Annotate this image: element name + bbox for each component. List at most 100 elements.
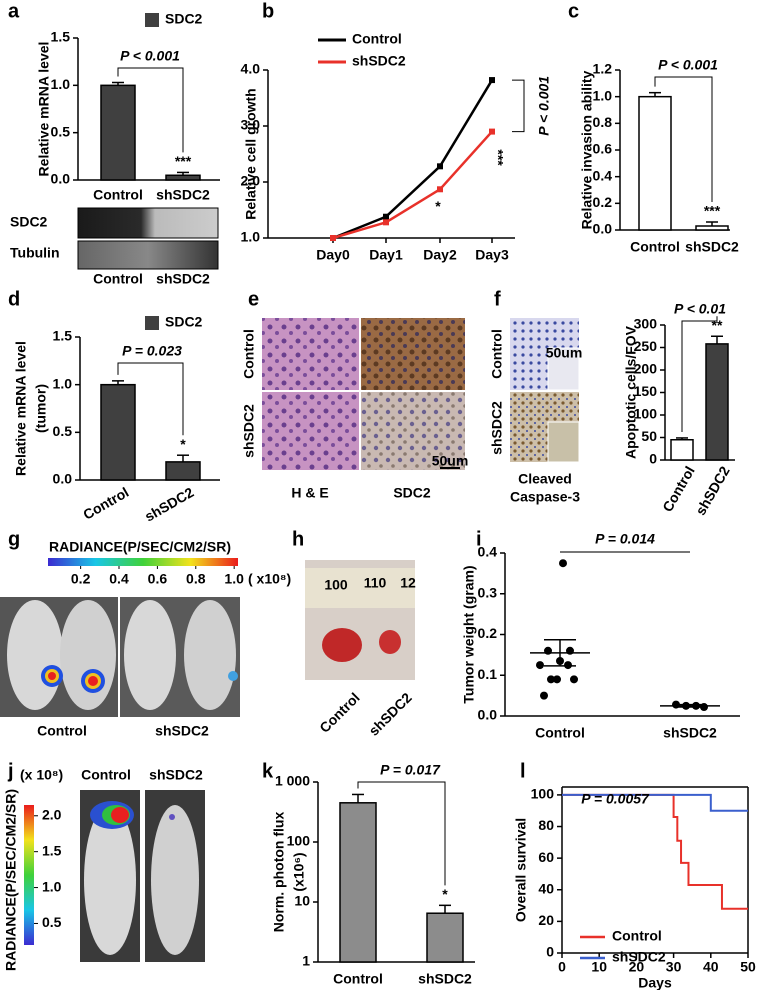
- mouse: [184, 600, 236, 710]
- bracket: [117, 362, 184, 436]
- y-tick-label: 300: [634, 316, 658, 332]
- panel-letter: i: [476, 528, 482, 550]
- y-tick-label: 0.6: [593, 141, 613, 157]
- colorbar-tick-label: 1.0: [224, 571, 244, 587]
- row-label: Control: [489, 329, 505, 379]
- x-tick-label: 10: [591, 959, 607, 975]
- y-axis-label: Relative mRNA level: [36, 42, 52, 177]
- x-tick-label: Day2: [423, 247, 457, 263]
- ruler-label: 12: [400, 575, 416, 591]
- bar: [426, 912, 464, 963]
- legend-label: Control: [352, 31, 402, 47]
- bracket: [357, 781, 446, 886]
- y-tick-label: 0.2: [593, 194, 613, 210]
- y-tick-label: 1: [302, 953, 310, 969]
- point: [547, 675, 555, 684]
- ruler: [305, 568, 415, 608]
- legend-label: Control: [612, 928, 662, 944]
- point: [566, 646, 574, 655]
- ihc-image: [361, 392, 465, 470]
- y-tick-label: 10: [294, 893, 310, 909]
- colorbar-unit: (x 10⁸): [20, 767, 63, 783]
- x-tick-label: 50: [740, 959, 756, 975]
- p-value: P = 0.017: [380, 762, 441, 778]
- y-tick-label: 0.8: [593, 114, 613, 130]
- y-tick-label: 0.5: [53, 423, 73, 439]
- colorbar: [48, 558, 238, 566]
- x-tick-label: 0: [558, 959, 566, 975]
- bracket: [681, 316, 718, 432]
- group-label: Control: [316, 689, 363, 736]
- signal: [169, 814, 175, 820]
- y-tick-label: 0.0: [51, 171, 71, 187]
- panel-letter: c: [568, 0, 579, 22]
- y-tick-label: 1.5: [53, 328, 73, 344]
- colorbar-tick-label: 1.5: [42, 842, 62, 858]
- y-axis-label: (tumor): [33, 384, 49, 433]
- y-tick-label: 0.1: [478, 666, 498, 682]
- legend-label: SDC2: [165, 314, 203, 330]
- y-tick-label: 1.0: [51, 76, 71, 92]
- row-label: Control: [241, 329, 257, 379]
- blot-band: [77, 240, 219, 270]
- x-tick-label: Control: [333, 971, 383, 987]
- bar: [638, 95, 672, 231]
- x-tick-label: Control: [80, 484, 131, 523]
- p-value: P < 0.001: [536, 76, 552, 136]
- y-axis-label: Overall survival: [513, 818, 529, 922]
- x-tick-label: shSDC2: [663, 725, 717, 741]
- blot-label: shSDC2: [156, 271, 210, 287]
- colorbar-tick-label: 2.0: [42, 806, 62, 822]
- scale-label: 50um: [432, 453, 469, 469]
- y-tick-label: 60: [538, 849, 554, 865]
- y-tick-label: 80: [538, 817, 554, 833]
- point: [570, 675, 578, 684]
- y-tick-label: 100: [531, 786, 555, 802]
- y-tick-label: 200: [634, 361, 658, 377]
- signal: [228, 671, 238, 681]
- x-tick-label: Control: [630, 239, 680, 255]
- y-tick-label: 3.0: [241, 117, 261, 133]
- panel-letter: f: [494, 288, 501, 310]
- colorbar-tick-label: 0.5: [42, 914, 62, 930]
- p-value: P < 0.01: [674, 301, 726, 317]
- mouse: [7, 600, 63, 710]
- y-tick-label: 4.0: [241, 61, 261, 77]
- significance: *: [180, 436, 186, 452]
- bar: [339, 802, 377, 963]
- y-tick-label: 100: [287, 833, 311, 849]
- column-label: H & E: [291, 485, 328, 501]
- bar: [695, 225, 729, 231]
- significance: *: [442, 886, 448, 902]
- group-label: shSDC2: [365, 689, 414, 738]
- marker: [383, 213, 389, 220]
- y-tick-label: 20: [538, 912, 554, 928]
- x-tick-label: Day3: [475, 247, 509, 263]
- x-tick-label: 30: [666, 959, 682, 975]
- bar: [705, 343, 729, 461]
- line: [332, 79, 494, 240]
- point: [536, 661, 544, 670]
- colorbar-label: RADIANCE(P/SEC/CM2/SR): [3, 789, 19, 971]
- x-tick-label: Day1: [369, 247, 403, 263]
- x-tick-label: Control: [659, 463, 698, 514]
- colorbar-label: RADIANCE(P/SEC/CM2/SR): [49, 539, 231, 555]
- y-tick-label: 1.5: [51, 29, 71, 45]
- point: [540, 691, 548, 700]
- colorbar-tick-label: 0.4: [109, 571, 129, 587]
- marker: [330, 235, 336, 241]
- panel-letter: b: [262, 0, 274, 22]
- colorbar-tick-label: 1.0: [42, 878, 62, 894]
- mouse: [151, 805, 199, 955]
- legend-label: shSDC2: [612, 949, 666, 965]
- legend-label: shSDC2: [352, 53, 406, 69]
- y-tick-label: 0.3: [478, 584, 498, 600]
- y-tick-label: 2.0: [241, 173, 261, 189]
- significance: ***: [490, 149, 506, 166]
- y-axis-label: Relative cell growth: [243, 88, 259, 219]
- ihc-inset: [547, 347, 580, 391]
- ihc-inset: [547, 421, 580, 463]
- scale-label: 50um: [546, 345, 583, 361]
- mouse: [124, 600, 176, 710]
- row-label: shSDC2: [489, 401, 505, 455]
